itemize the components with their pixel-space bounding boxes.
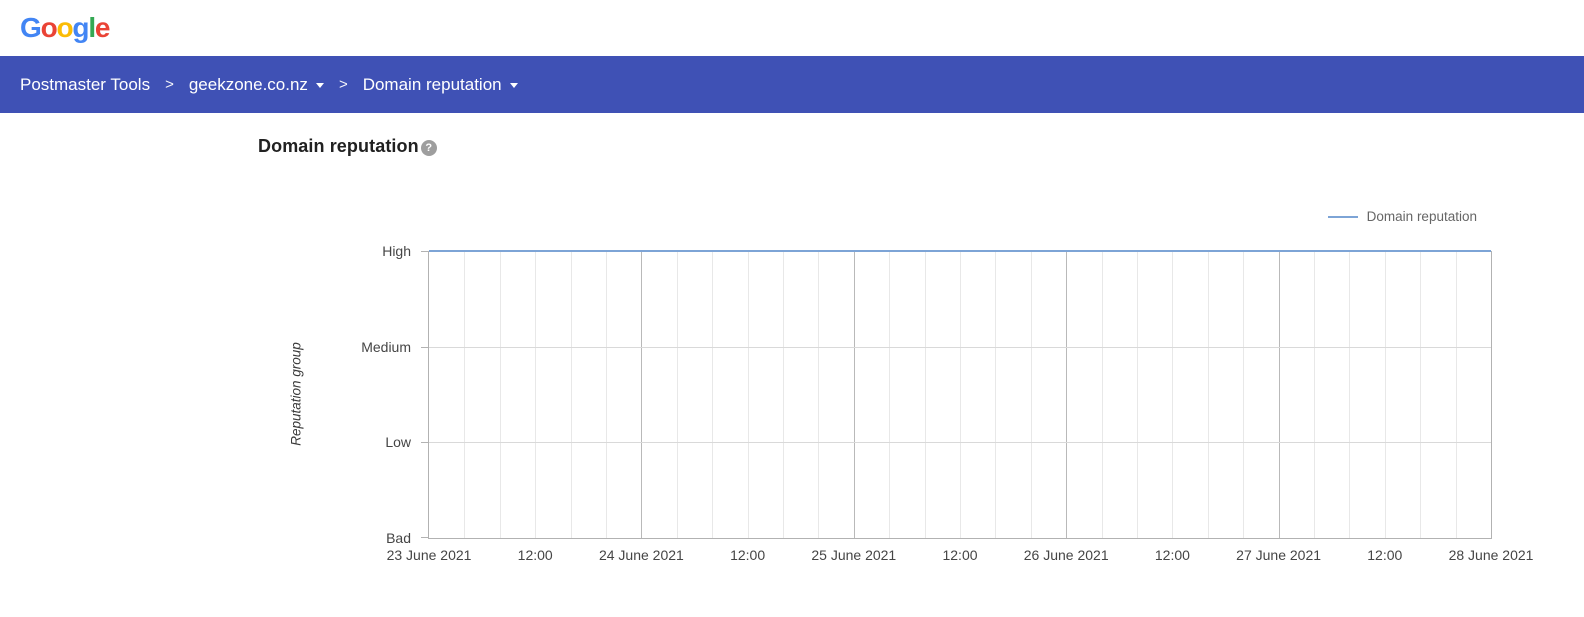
- page-title: Domain reputation: [258, 136, 419, 156]
- gridline-minor: [1101, 251, 1103, 538]
- gridline-minor: [818, 251, 820, 538]
- navbar: Postmaster Tools > geekzone.co.nz > Doma…: [0, 56, 1584, 113]
- google-header: Google: [0, 0, 1584, 56]
- gridline-minor: [606, 251, 607, 538]
- dropdown-caret-icon: [509, 83, 518, 88]
- gridline-major: [1066, 251, 1068, 538]
- dropdown-caret-icon: [315, 83, 324, 88]
- y-axis-tick-icon: [421, 251, 428, 252]
- gridline-minor: [783, 251, 784, 538]
- gridline-major: [641, 251, 643, 538]
- gridline-minor: [1384, 251, 1386, 538]
- gridline-minor: [570, 251, 572, 538]
- x-axis-label: 25 June 2021: [811, 547, 897, 563]
- gridline-minor: [535, 251, 537, 538]
- gridline-minor: [1349, 251, 1351, 538]
- gridline-major: [1278, 251, 1280, 538]
- gridline-minor: [1207, 251, 1209, 538]
- x-axis-label: 12:00: [1367, 547, 1403, 563]
- gridline-minor: [889, 251, 891, 538]
- breadcrumb-postmaster-tools[interactable]: Postmaster Tools: [20, 75, 150, 95]
- help-icon[interactable]: ?: [420, 139, 437, 156]
- breadcrumb-label: Domain reputation: [362, 74, 502, 94]
- series-line-domain-reputation: [429, 250, 1491, 252]
- gridline-minor: [1420, 251, 1422, 538]
- gridline-minor: [924, 251, 926, 538]
- gridline-minor: [464, 251, 466, 538]
- logo-letter: e: [94, 12, 111, 43]
- gridline-minor: [1455, 251, 1457, 538]
- gridline-horizontal: [429, 346, 1491, 348]
- breadcrumb-label: geekzone.co.nz: [188, 74, 308, 94]
- y-axis-tick-icon: [421, 537, 428, 538]
- logo-letter: l: [88, 12, 96, 43]
- logo-letter: G: [20, 12, 42, 43]
- breadcrumb-separator: >: [165, 76, 174, 93]
- gridline-minor: [960, 251, 961, 538]
- breadcrumb-domain-selector[interactable]: geekzone.co.nz: [189, 75, 324, 95]
- y-axis-label: Bad: [386, 530, 411, 546]
- x-axis-label: 23 June 2021: [386, 547, 472, 563]
- x-axis-label: 12:00: [1154, 547, 1190, 563]
- logo-letter: o: [56, 12, 74, 43]
- gridline-minor: [1243, 251, 1245, 538]
- x-axis-label: 12:00: [517, 547, 553, 563]
- y-axis-title: Reputation group: [288, 342, 304, 446]
- title-row: Domain reputation ?: [258, 136, 437, 157]
- y-axis-label: Medium: [361, 338, 411, 355]
- gridline-minor: [747, 251, 749, 538]
- legend-label: Domain reputation: [1366, 209, 1477, 224]
- x-axis-label: 28 June 2021: [1448, 547, 1534, 563]
- logo-letter: o: [40, 12, 58, 43]
- gridline-minor: [676, 251, 678, 538]
- legend-line-swatch: [1327, 215, 1358, 218]
- y-axis-label: Low: [385, 434, 411, 451]
- chart-legend: Domain reputation: [1327, 209, 1477, 224]
- x-axis-label: 24 June 2021: [598, 547, 684, 563]
- logo-letter: g: [72, 12, 89, 43]
- breadcrumb-separator: >: [338, 76, 348, 93]
- gridline-horizontal: [429, 442, 1491, 444]
- breadcrumb-label: Postmaster Tools: [20, 74, 151, 94]
- x-axis-label: 27 June 2021: [1236, 547, 1322, 563]
- x-axis-label: 12:00: [942, 547, 978, 563]
- gridline-minor: [995, 251, 997, 538]
- gridline-minor: [1137, 251, 1138, 538]
- y-axis-tick-icon: [421, 442, 428, 444]
- plot-area: High Medium Low Bad 23 June 2021 12:00 24 June…: [361, 243, 1533, 563]
- x-axis-label: 12:00: [730, 547, 766, 563]
- breadcrumb-dashboard-selector[interactable]: Domain reputation: [363, 75, 518, 95]
- google-logo[interactable]: Google: [20, 12, 111, 43]
- gridline-minor: [499, 251, 501, 538]
- gridline-minor: [1172, 251, 1174, 538]
- gridline-major: [853, 251, 855, 538]
- y-axis-label: High: [382, 243, 411, 259]
- y-axis-tick-icon: [421, 346, 428, 348]
- x-axis-label: 26 June 2021: [1023, 547, 1109, 563]
- gridline-minor: [1314, 251, 1315, 538]
- gridline-minor: [712, 251, 714, 538]
- gridline-minor: [1030, 251, 1032, 538]
